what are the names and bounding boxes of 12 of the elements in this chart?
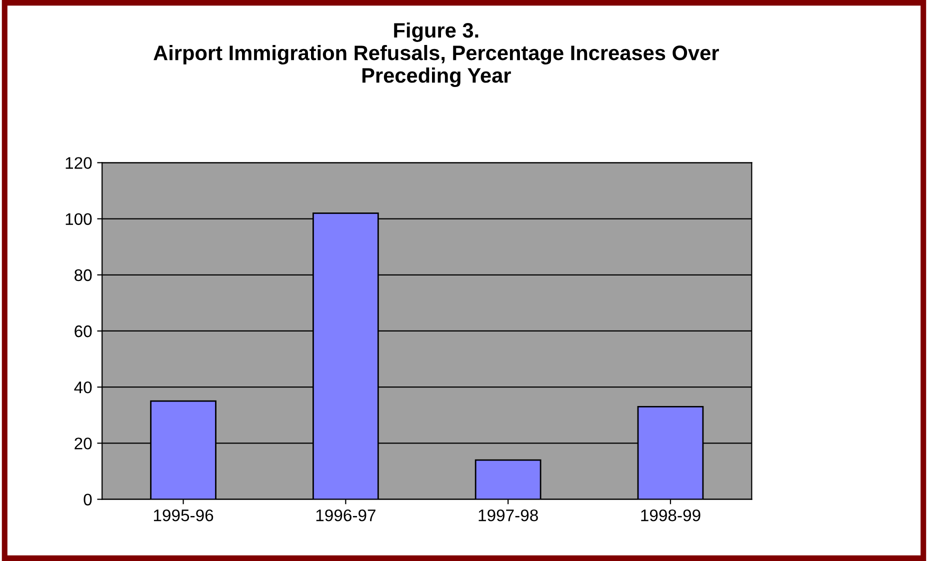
- y-tick-label: 60: [74, 325, 92, 338]
- chart-title: Figure 3. Airport Immigration Refusals, Percentage Increases Over Preceding Year: [154, 22, 719, 88]
- x-tick-label: 1995-96: [154, 509, 214, 522]
- y-tick-label: 120: [66, 157, 92, 169]
- y-tick-label: 20: [74, 438, 92, 450]
- y-tick-label: 40: [74, 381, 92, 394]
- y-tick-label: 80: [74, 269, 92, 282]
- x-tick-label: 1998-99: [641, 509, 700, 522]
- y-tick-label: 100: [66, 213, 92, 225]
- x-tick-label: 1996-97: [316, 509, 376, 522]
- y-tick-label: 0: [84, 494, 92, 506]
- x-tick-label: 1997-98: [478, 509, 538, 522]
